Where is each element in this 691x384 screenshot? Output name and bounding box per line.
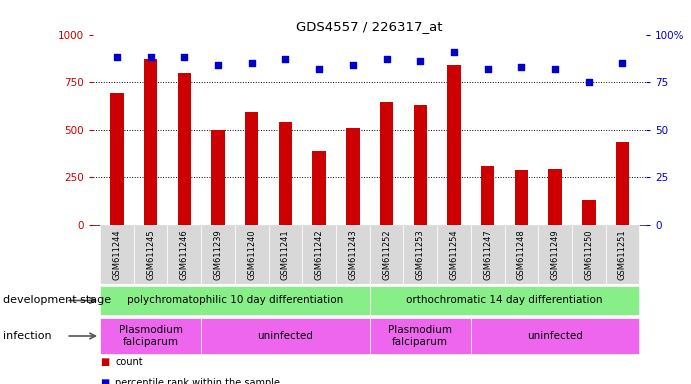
Text: GSM611250: GSM611250	[585, 229, 594, 280]
Text: GSM611243: GSM611243	[348, 229, 357, 280]
Text: GSM611242: GSM611242	[314, 229, 323, 280]
Bar	[269, 225, 302, 284]
Text: percentile rank within the sample: percentile rank within the sample	[115, 378, 281, 384]
Text: GSM611249: GSM611249	[551, 229, 560, 280]
Bar	[134, 225, 167, 284]
Text: polychromatophilic 10 day differentiation: polychromatophilic 10 day differentiatio…	[126, 295, 343, 306]
Bar	[370, 318, 471, 354]
Bar	[312, 151, 326, 225]
Bar	[167, 225, 201, 284]
Point	[348, 62, 359, 68]
Text: ■: ■	[100, 378, 109, 384]
Text: GSM611248: GSM611248	[517, 229, 526, 280]
Text: count: count	[115, 357, 143, 367]
Text: GSM611245: GSM611245	[146, 229, 155, 280]
Point	[415, 58, 426, 64]
Bar	[201, 318, 370, 354]
Bar	[515, 169, 528, 225]
Point	[280, 56, 291, 62]
Bar	[278, 122, 292, 225]
Bar	[549, 169, 562, 225]
Bar	[235, 225, 269, 284]
Text: uninfected: uninfected	[258, 331, 313, 341]
Bar	[572, 225, 605, 284]
Bar	[413, 105, 427, 225]
Bar	[100, 318, 201, 354]
Text: Plasmodium
falciparum: Plasmodium falciparum	[119, 325, 182, 347]
Bar	[605, 225, 639, 284]
Point	[381, 56, 392, 62]
Bar	[582, 200, 596, 225]
Bar	[404, 225, 437, 284]
Bar	[178, 73, 191, 225]
Text: GSM611241: GSM611241	[281, 229, 290, 280]
Point	[448, 49, 460, 55]
Point	[246, 60, 257, 66]
Bar	[144, 59, 158, 225]
Point	[212, 62, 223, 68]
Point	[179, 54, 190, 60]
Bar	[471, 318, 639, 354]
Point	[549, 66, 560, 72]
Bar	[447, 65, 461, 225]
Title: GDS4557 / 226317_at: GDS4557 / 226317_at	[296, 20, 443, 33]
Text: ■: ■	[100, 357, 109, 367]
Text: GSM611253: GSM611253	[416, 229, 425, 280]
Bar	[370, 225, 404, 284]
Bar	[346, 128, 359, 225]
Text: GSM611254: GSM611254	[449, 229, 458, 280]
Bar	[380, 102, 393, 225]
Text: GSM611240: GSM611240	[247, 229, 256, 280]
Text: GSM611247: GSM611247	[483, 229, 492, 280]
Point	[482, 66, 493, 72]
Text: GSM611244: GSM611244	[113, 229, 122, 280]
Bar	[336, 225, 370, 284]
Bar	[100, 225, 134, 284]
Text: GSM611239: GSM611239	[214, 229, 223, 280]
Text: Plasmodium
falciparum: Plasmodium falciparum	[388, 325, 452, 347]
Text: GSM611246: GSM611246	[180, 229, 189, 280]
Point	[516, 64, 527, 70]
Bar	[370, 286, 639, 315]
Point	[145, 54, 156, 60]
Bar	[471, 225, 504, 284]
Point	[583, 79, 594, 85]
Point	[617, 60, 628, 66]
Bar	[245, 113, 258, 225]
Point	[111, 54, 122, 60]
Text: GSM611251: GSM611251	[618, 229, 627, 280]
Bar	[538, 225, 572, 284]
Bar	[211, 130, 225, 225]
Text: orthochromatic 14 day differentiation: orthochromatic 14 day differentiation	[406, 295, 603, 306]
Text: development stage: development stage	[3, 295, 111, 306]
Text: uninfected: uninfected	[527, 331, 583, 341]
Bar	[504, 225, 538, 284]
Bar	[437, 225, 471, 284]
Bar	[481, 166, 494, 225]
Bar	[100, 286, 370, 315]
Point	[314, 66, 325, 72]
Bar	[201, 225, 235, 284]
Bar	[302, 225, 336, 284]
Text: GSM611252: GSM611252	[382, 229, 391, 280]
Bar	[110, 93, 124, 225]
Text: infection: infection	[3, 331, 52, 341]
Bar	[616, 142, 630, 225]
